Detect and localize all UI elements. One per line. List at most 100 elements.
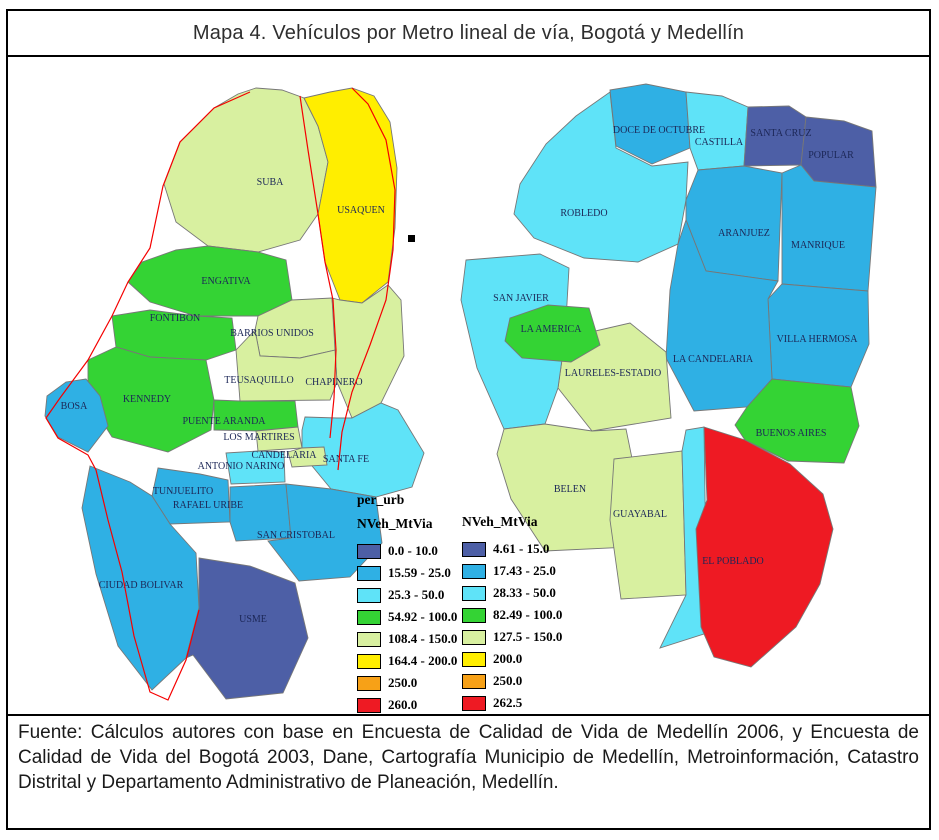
legend-swatch: [357, 609, 381, 625]
source-text: Fuente: Cálculos autores con base en Enc…: [18, 722, 919, 793]
legend-swatch: [357, 565, 381, 581]
legend-label: 28.33 - 50.0: [493, 585, 556, 600]
region-label-popular: POPULAR: [808, 150, 854, 161]
legend-swatch: [462, 541, 486, 557]
legend-label: 17.43 - 25.0: [493, 563, 556, 578]
legend-item: 82.49 - 100.0: [462, 604, 562, 626]
source-note: Fuente: Cálculos autores con base en Enc…: [6, 714, 931, 830]
region-label-santa_cruz: SANTA CRUZ: [750, 128, 811, 139]
region-label-fontibon: FONTIBON: [150, 313, 201, 324]
legend-item: 25.3 - 50.0: [357, 584, 457, 606]
legend-swatch: [462, 585, 486, 601]
urban-perimeter-line-west: [45, 91, 251, 701]
legend-label: 250.0: [388, 675, 418, 690]
region-label-los_martires: LOS MARTIRES: [223, 432, 294, 443]
region-robledo: [513, 91, 689, 263]
region-label-kennedy: KENNEDY: [123, 394, 171, 405]
region-label-san_cristobal: SAN CRISTOBAL: [257, 530, 335, 541]
legend-swatch: [462, 651, 486, 667]
region-label-belen: BELEN: [554, 484, 586, 495]
legend-label: 0.0 - 10.0: [388, 543, 438, 558]
region-label-barrios_unidos: BARRIOS UNIDOS: [230, 328, 314, 339]
legend-medellin-items: 4.61 - 15.0 17.43 - 25.0 28.33 - 50.0 82.49…: [462, 538, 562, 714]
map-marker-dot: [408, 235, 415, 242]
legend-swatch: [462, 673, 486, 689]
legend-label: 200.0: [493, 651, 523, 666]
legend-swatch: [462, 563, 486, 579]
legend-item: 0.0 - 10.0: [357, 540, 457, 562]
legend-label: 250.0: [493, 673, 523, 688]
legend-swatch: [357, 653, 381, 669]
legend-item: 260.0: [357, 694, 457, 716]
map-title: Mapa 4. Vehículos por Metro lineal de ví…: [192, 21, 745, 44]
region-label-laureles_estadio: LAURELES-ESTADIO: [565, 368, 661, 379]
region-rafael_uribe: [229, 483, 292, 542]
region-label-villa_hermosa: VILLA HERMOSA: [777, 334, 859, 345]
legend-item: 250.0: [462, 670, 562, 692]
legend-label: 82.49 - 100.0: [493, 607, 563, 622]
region-label-antonio_narino: ANTONIO NARINO: [198, 461, 285, 472]
legend-label: 15.59 - 25.0: [388, 565, 451, 580]
urban-perimeter-line-central: [299, 95, 337, 439]
region-buenos_aires: [734, 378, 860, 464]
region-label-usaquen: USAQUEN: [337, 205, 385, 216]
region-label-el_poblado: EL POBLADO: [702, 556, 764, 567]
region-la_america: [504, 304, 601, 363]
legend-item: 262.5: [462, 692, 562, 714]
region-label-aranjuez: ARANJUEZ: [718, 228, 770, 239]
legend-item: 28.33 - 50.0: [462, 582, 562, 604]
legend-item: 200.0: [462, 648, 562, 670]
legend-bogota: per_urb NVeh_MtVia 0.0 - 10.0 15.59 - 25.…: [357, 492, 457, 716]
map-overlays: [45, 87, 415, 701]
legend-item: 15.59 - 25.0: [357, 562, 457, 584]
urban-perimeter-line-east: [337, 87, 396, 471]
region-suba: [163, 87, 329, 253]
region-label-ciudad_bolivar: CIUDAD BOLIVAR: [99, 580, 184, 591]
region-el_poblado: [695, 426, 834, 668]
legend-label: 262.5: [493, 695, 523, 710]
legend-label: 127.5 - 150.0: [493, 629, 563, 644]
region-label-robledo: ROBLEDO: [560, 208, 607, 219]
legend-item: 108.4 - 150.0: [357, 628, 457, 650]
legend-bogota-nveh-header: NVeh_MtVia: [357, 516, 433, 531]
region-label-teusaquillo: TEUSAQUILLO: [224, 375, 293, 386]
region-label-san_javier: SAN JAVIER: [493, 293, 549, 304]
region-label-rafael_uribe: RAFAEL URIBE: [173, 500, 243, 511]
region-candelaria: [287, 446, 328, 468]
legend-swatch: [357, 587, 381, 603]
legend-label: 25.3 - 50.0: [388, 587, 445, 602]
legend-medellin: NVeh_MtVia 4.61 - 15.0 17.43 - 25.0 28.33 …: [462, 514, 562, 714]
region-label-la_candelaria: LA CANDELARIA: [673, 354, 754, 365]
region-guayabal: [609, 450, 687, 600]
legend-item: 17.43 - 25.0: [462, 560, 562, 582]
legend-label: 54.92 - 100.0: [388, 609, 458, 624]
title-bar: Mapa 4. Vehículos por Metro lineal de ví…: [6, 9, 931, 57]
region-label-bosa: BOSA: [61, 401, 88, 412]
legend-item: 54.92 - 100.0: [357, 606, 457, 628]
legend-swatch: [462, 629, 486, 645]
legend-swatch: [462, 695, 486, 711]
region-label-la_america: LA AMERICA: [521, 324, 583, 335]
region-label-santa_fe: SANTA FE: [323, 454, 369, 465]
legend-swatch: [357, 675, 381, 691]
region-label-puente_aranda: PUENTE ARANDA: [182, 416, 266, 427]
legend-swatch: [357, 697, 381, 713]
region-label-buenos_aires: BUENOS AIRES: [756, 428, 827, 439]
legend-item: 250.0: [357, 672, 457, 694]
region-san_cristobal: [267, 483, 383, 582]
legend-label: 4.61 - 15.0: [493, 541, 550, 556]
legend-item: 127.5 - 150.0: [462, 626, 562, 648]
legend-label: 260.0: [388, 697, 418, 712]
region-label-manrique: MANRIQUE: [791, 240, 845, 251]
region-label-usme: USME: [239, 614, 267, 625]
legend-label: 108.4 - 150.0: [388, 631, 458, 646]
region-label-candelaria: CANDELARIA: [252, 450, 318, 461]
region-label-castilla: CASTILLA: [695, 137, 744, 148]
region-label-doce_de_octubre: DOCE DE OCTUBRE: [613, 125, 705, 136]
region-label-engativa: ENGATIVA: [201, 276, 251, 287]
legend-medellin-nveh-header: NVeh_MtVia: [462, 514, 538, 529]
legend-swatch: [357, 631, 381, 647]
